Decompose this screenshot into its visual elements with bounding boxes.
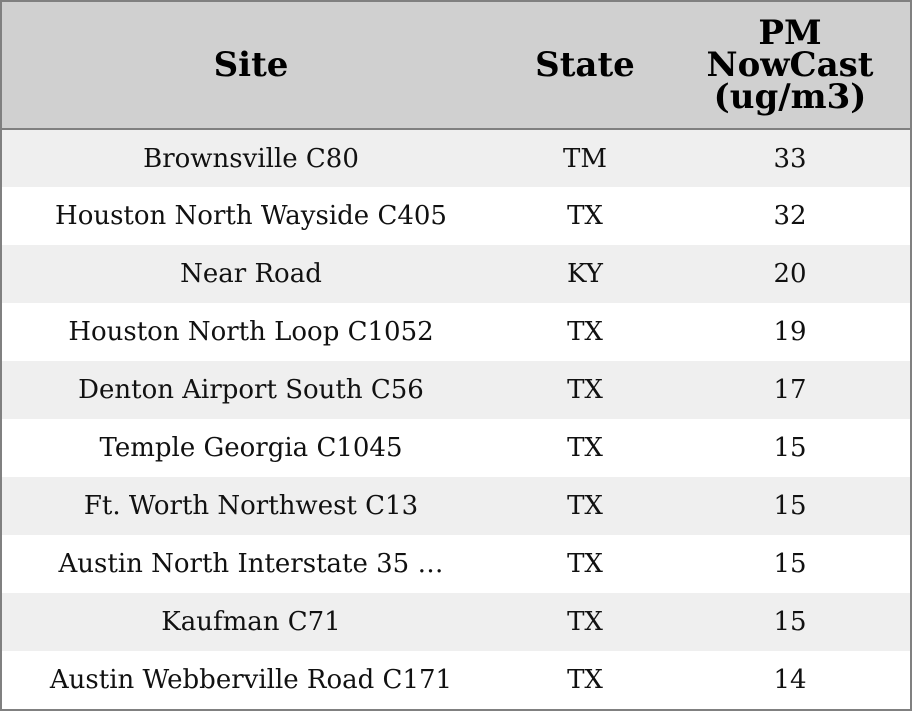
header-row: Site State PM NowCast (ug/m3) (2, 2, 910, 130)
state-cell: TX (567, 201, 603, 231)
state-cell: TX (567, 433, 603, 463)
table-row: Austin Webberville Road C171 TX 14 (2, 651, 910, 709)
pm-cell: 15 (773, 549, 807, 579)
header-pm-line-3: (ug/m3) (713, 77, 867, 117)
site-cell: Austin Webberville Road C171 (49, 665, 453, 695)
state-cell: TX (567, 665, 603, 695)
site-cell: Temple Georgia C1045 (99, 433, 403, 463)
pm-cell: 17 (773, 375, 807, 405)
state-cell: TX (567, 317, 603, 347)
table-row: Denton Airport South C56 TX 17 (2, 361, 910, 419)
pm-cell: 20 (773, 259, 807, 289)
table-body: Brownsville C80 TM 33 Houston North Ways… (2, 129, 910, 709)
header-state: State (500, 2, 670, 130)
header-pm-line-1: PM (758, 13, 822, 53)
header-pm-line-2: NowCast (706, 45, 874, 85)
header-site: Site (2, 2, 500, 130)
table-row: Near Road KY 20 (2, 245, 910, 303)
table-row: Houston North Wayside C405 TX 32 (2, 187, 910, 245)
state-cell: TX (567, 375, 603, 405)
pm-cell: 32 (773, 201, 807, 231)
header-pm-nowcast: PM NowCast (ug/m3) (670, 2, 910, 130)
pm-cell: 15 (773, 607, 807, 637)
table-row: Houston North Loop C1052 TX 19 (2, 303, 910, 361)
pm-cell: 14 (773, 665, 807, 695)
site-cell: Denton Airport South C56 (78, 375, 424, 405)
table-row: Brownsville C80 TM 33 (2, 129, 910, 187)
site-cell: Near Road (180, 259, 322, 289)
table-row: Kaufman C71 TX 15 (2, 593, 910, 651)
table-row: Temple Georgia C1045 TX 15 (2, 419, 910, 477)
table-row: Austin North Interstate 35 … TX 15 (2, 535, 910, 593)
table-header: Site State PM NowCast (ug/m3) (2, 2, 910, 130)
state-cell: KY (567, 259, 603, 289)
pm-cell: 15 (773, 491, 807, 521)
state-cell: TX (567, 607, 603, 637)
state-cell: TX (567, 549, 603, 579)
site-cell: Ft. Worth Northwest C13 (83, 491, 419, 521)
pm-cell: 33 (773, 143, 807, 174)
state-cell: TX (567, 491, 603, 521)
site-cell: Houston North Wayside C405 (55, 201, 447, 231)
site-cell: Austin North Interstate 35 … (58, 549, 444, 579)
state-cell: TM (563, 143, 607, 174)
site-cell: Brownsville C80 (143, 143, 359, 174)
pm-cell: 19 (773, 317, 807, 347)
table-row: Ft. Worth Northwest C13 TX 15 (2, 477, 910, 535)
site-cell: Houston North Loop C1052 (68, 317, 434, 347)
site-cell: Kaufman C71 (161, 607, 341, 637)
pm-cell: 15 (773, 433, 807, 463)
